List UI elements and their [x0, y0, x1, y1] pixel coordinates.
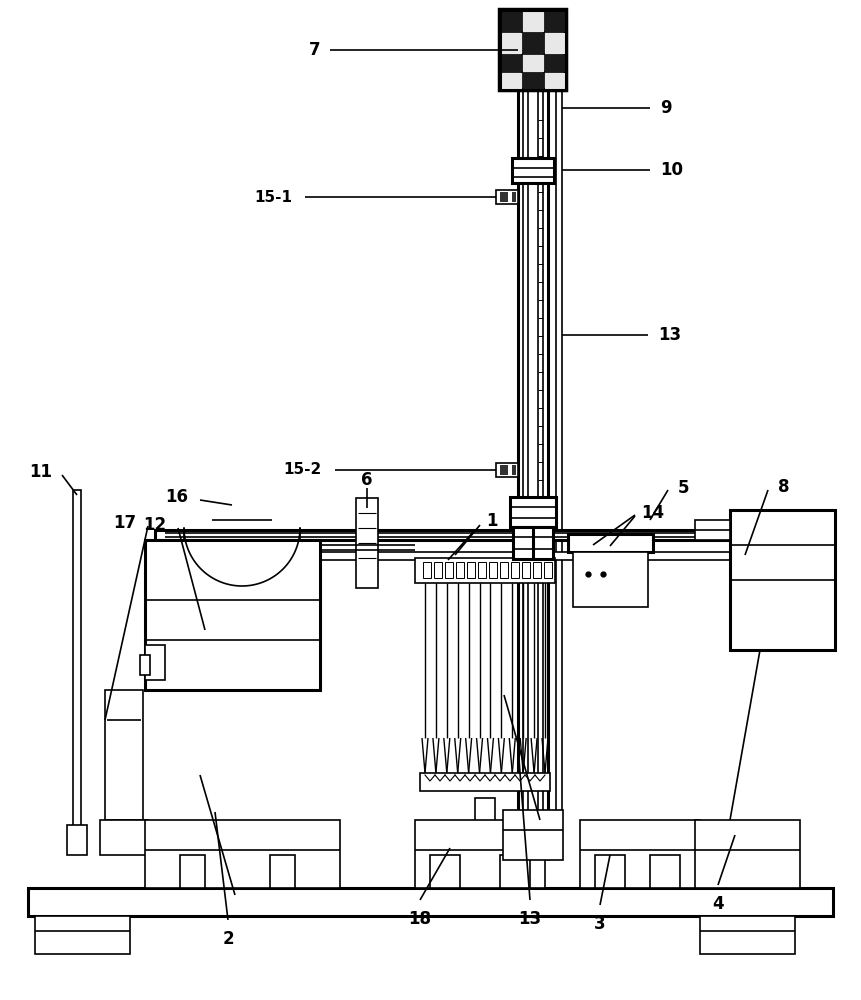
Bar	[545, 33, 566, 54]
Bar	[475, 798, 495, 848]
Bar	[512, 158, 554, 183]
Bar	[580, 820, 700, 888]
Bar	[595, 855, 625, 888]
Bar	[522, 562, 530, 578]
Bar	[155, 552, 730, 560]
Text: 2: 2	[222, 930, 234, 948]
Text: 14: 14	[641, 504, 664, 522]
Bar	[500, 10, 566, 90]
Text: 9: 9	[660, 99, 672, 117]
Bar	[478, 562, 486, 578]
Bar	[500, 10, 566, 90]
Bar	[545, 55, 566, 72]
Bar	[145, 820, 340, 888]
Bar	[523, 73, 544, 89]
Bar	[140, 655, 150, 675]
Bar	[511, 562, 519, 578]
Bar	[145, 645, 165, 680]
Bar	[100, 820, 148, 855]
Bar	[545, 73, 566, 89]
Bar	[415, 558, 555, 583]
Text: 7: 7	[308, 41, 320, 59]
Bar	[180, 855, 205, 888]
Bar	[523, 11, 544, 32]
Text: 13: 13	[658, 326, 681, 344]
Text: 6: 6	[362, 471, 373, 489]
Bar	[420, 773, 550, 791]
Bar	[445, 562, 453, 578]
Bar	[105, 690, 143, 820]
Bar	[545, 11, 566, 32]
Bar	[356, 498, 378, 588]
Bar	[503, 810, 563, 860]
Bar	[512, 465, 516, 475]
Text: 15-2: 15-2	[284, 462, 322, 478]
Text: 13: 13	[518, 910, 542, 928]
Bar	[73, 490, 81, 830]
Bar	[500, 10, 566, 90]
Text: 15-1: 15-1	[254, 190, 292, 205]
Bar	[496, 463, 518, 477]
Bar	[489, 562, 497, 578]
Bar	[415, 820, 545, 888]
Bar	[695, 820, 800, 888]
Bar	[500, 192, 508, 202]
Bar	[155, 530, 730, 540]
Bar	[500, 465, 508, 475]
Bar	[695, 520, 730, 540]
Bar	[270, 855, 295, 888]
Bar	[501, 73, 522, 89]
Bar	[465, 843, 505, 858]
Text: 4: 4	[712, 895, 724, 913]
Bar	[533, 562, 541, 578]
Bar	[467, 562, 475, 578]
Bar	[501, 55, 522, 72]
Text: 5: 5	[678, 479, 690, 497]
Bar	[510, 497, 556, 527]
Bar	[430, 855, 460, 888]
Bar	[568, 534, 653, 552]
Bar	[434, 562, 442, 578]
Text: 12: 12	[143, 516, 166, 534]
Text: 11: 11	[29, 463, 52, 481]
Text: 17: 17	[113, 514, 136, 532]
Bar	[423, 562, 431, 578]
Bar	[456, 562, 464, 578]
Bar	[523, 55, 544, 72]
Bar	[650, 855, 680, 888]
Bar	[523, 33, 544, 54]
Text: 10: 10	[660, 161, 683, 179]
Bar	[496, 190, 518, 204]
Text: 8: 8	[778, 478, 790, 496]
Text: 3: 3	[594, 915, 606, 933]
Bar	[501, 33, 522, 54]
Bar	[512, 192, 516, 202]
Bar	[500, 855, 530, 888]
Bar	[700, 916, 795, 954]
Bar	[501, 11, 522, 32]
Text: 1: 1	[486, 512, 498, 530]
Bar	[730, 510, 835, 650]
Bar	[573, 552, 648, 607]
Bar	[35, 916, 130, 954]
Text: 16: 16	[165, 488, 188, 506]
Text: 18: 18	[408, 910, 431, 928]
Bar	[500, 562, 508, 578]
Bar	[28, 888, 833, 916]
Bar	[513, 527, 553, 559]
Bar	[544, 562, 552, 578]
Bar	[67, 825, 87, 855]
Bar	[145, 540, 320, 690]
